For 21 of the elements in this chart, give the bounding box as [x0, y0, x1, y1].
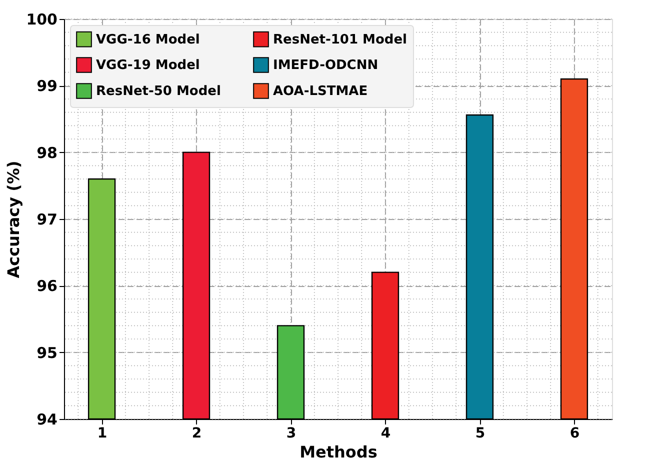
y-tick-label: 95: [36, 344, 58, 362]
y-tick-label: 100: [26, 10, 58, 28]
y-tick-label: 98: [36, 144, 58, 162]
legend-label: ResNet-101 Model: [273, 32, 407, 48]
legend-label: AOA-LSTMAE: [273, 84, 368, 99]
y-tick-label: 97: [36, 210, 58, 228]
legend-label: IMEFD-ODCNN: [273, 58, 378, 73]
y-tick-label: 96: [36, 277, 58, 296]
y-tick-label: 94: [36, 410, 58, 428]
x-tick-label: 3: [286, 426, 296, 442]
y-axis-title: Accuracy (%): [4, 160, 24, 278]
x-tick-label: 6: [570, 426, 580, 442]
x-tick-label: 2: [192, 426, 202, 442]
x-tick-label: 1: [97, 426, 108, 442]
x-tick-label: 4: [380, 426, 391, 442]
x-axis-title: Methods: [300, 442, 378, 462]
legend-label: VGG-19 Model: [96, 58, 200, 73]
legend-label: ResNet-50 Model: [96, 84, 221, 99]
legend-label: VGG-16 Model: [96, 32, 200, 48]
y-tick-label: 99: [36, 77, 58, 96]
x-tick-label: 5: [475, 426, 486, 442]
